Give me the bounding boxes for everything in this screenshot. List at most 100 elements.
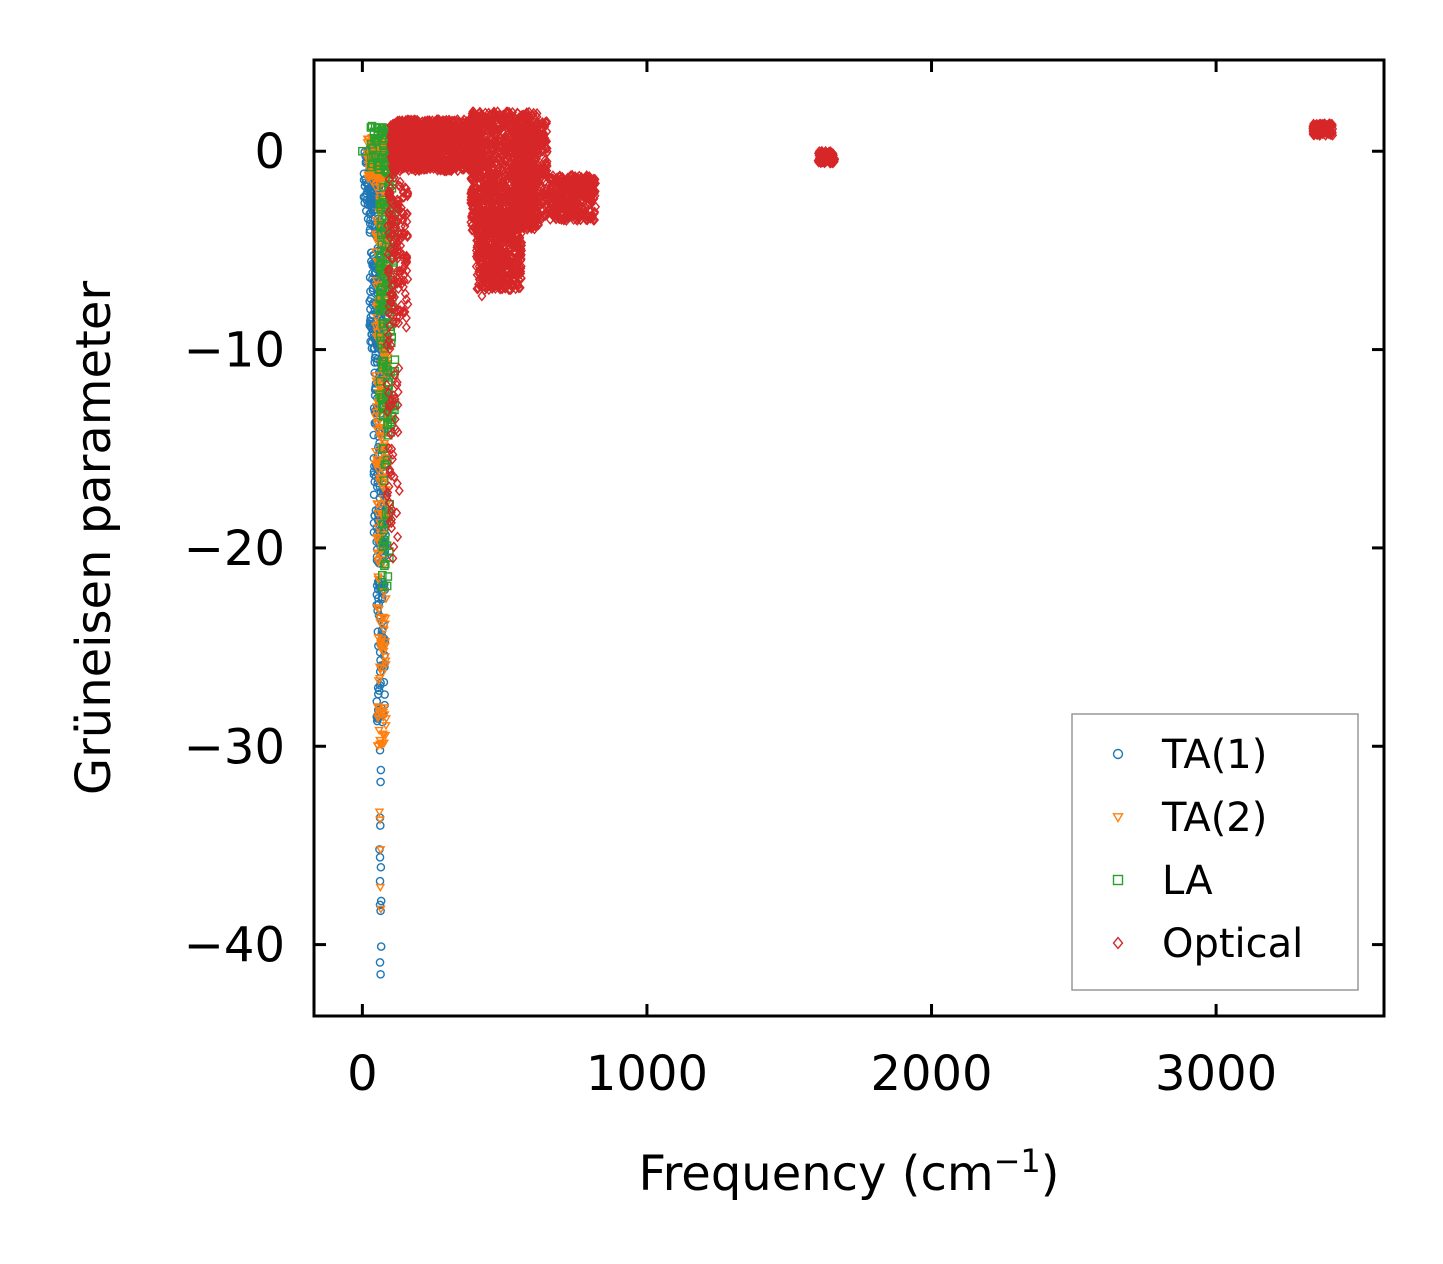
point-Optical [512, 107, 522, 119]
point-LA [376, 306, 385, 316]
point-Optical [400, 288, 410, 300]
point-Optical [445, 117, 455, 129]
point-TA(2) [381, 661, 391, 670]
point-Optical [492, 232, 502, 244]
point-Optical [536, 129, 546, 141]
point-Optical [386, 219, 396, 231]
point-TA(2) [370, 372, 381, 381]
point-Optical [516, 260, 526, 272]
point-Optical [510, 147, 520, 159]
point-Optical [473, 218, 483, 230]
point-TA(1) [376, 970, 385, 979]
point-Optical [571, 198, 581, 209]
point-LA [385, 547, 394, 556]
point-LA [375, 305, 384, 314]
point-LA [378, 444, 388, 453]
point-Optical [470, 109, 480, 121]
point-LA [375, 294, 385, 303]
point-Optical [409, 158, 419, 170]
point-Optical [394, 162, 404, 173]
point-Optical [406, 140, 416, 152]
point-Optical [403, 273, 413, 285]
point-Optical [453, 156, 463, 167]
point-Optical [487, 214, 497, 225]
series-Optical [382, 106, 1338, 564]
point-Optical [391, 424, 401, 435]
point-Optical [569, 188, 579, 200]
point-TA(2) [375, 432, 386, 441]
point-Optical [495, 271, 505, 283]
point-Optical [562, 205, 572, 217]
point-Optical [384, 481, 394, 493]
point-Optical [401, 312, 411, 324]
point-TA(2) [375, 846, 386, 855]
point-Optical [472, 122, 482, 134]
point-Optical [526, 185, 536, 197]
point-Optical [499, 268, 509, 280]
point-Optical [547, 199, 557, 211]
point-Optical [479, 185, 489, 197]
point-Optical [433, 152, 443, 164]
point-Optical [482, 144, 492, 156]
point-Optical [435, 129, 445, 140]
point-Optical [434, 133, 444, 145]
point-LA [378, 582, 388, 592]
point-LA [390, 355, 400, 364]
point-Optical [523, 123, 533, 135]
point-TA(1) [372, 590, 382, 599]
point-Optical [391, 216, 401, 228]
point-Optical [398, 231, 408, 243]
point-Optical [539, 209, 549, 221]
point-Optical [487, 113, 497, 125]
point-TA(1) [370, 477, 380, 487]
point-TA(1) [376, 777, 385, 787]
point-Optical [509, 142, 519, 154]
point-Optical [584, 172, 594, 184]
point-Optical [496, 180, 506, 191]
point-TA(2) [375, 637, 386, 646]
point-TA(2) [373, 466, 384, 475]
point-Optical [398, 192, 408, 203]
point-Optical [515, 212, 525, 223]
point-Optical [508, 236, 518, 248]
point-Optical [501, 155, 511, 167]
point-Optical [387, 443, 397, 455]
point-Optical [399, 275, 409, 287]
point-LA [379, 525, 389, 535]
point-TA(2) [380, 620, 391, 629]
point-Optical [401, 293, 411, 305]
point-Optical [530, 196, 540, 207]
point-TA(1) [368, 274, 377, 284]
point-Optical [384, 401, 394, 413]
point-Optical [583, 211, 593, 223]
point-Optical [402, 161, 412, 173]
point-Optical [388, 552, 398, 564]
point-Optical [410, 155, 420, 167]
point-LA [376, 285, 385, 295]
point-Optical [494, 119, 504, 131]
point-TA(2) [376, 501, 386, 510]
point-TA(2) [372, 533, 383, 543]
point-Optical [393, 426, 403, 438]
point-Optical [491, 135, 501, 147]
point-Optical [394, 485, 404, 497]
point-Optical [475, 198, 485, 210]
point-Optical [488, 217, 498, 229]
point-TA(2) [373, 573, 383, 582]
point-Optical [563, 212, 573, 224]
point-Optical [384, 263, 395, 275]
point-Optical [488, 258, 498, 270]
point-Optical [473, 246, 483, 258]
point-LA [358, 146, 367, 156]
point-Optical [515, 196, 525, 208]
point-LA [383, 385, 393, 394]
point-Optical [482, 174, 492, 186]
point-Optical [469, 163, 479, 175]
point-LA [379, 357, 389, 367]
point-Optical [445, 156, 455, 168]
point-Optical [516, 166, 526, 178]
point-LA [367, 162, 376, 172]
point-TA(2) [372, 455, 382, 465]
point-Optical [517, 139, 527, 150]
point-TA(2) [370, 448, 381, 457]
